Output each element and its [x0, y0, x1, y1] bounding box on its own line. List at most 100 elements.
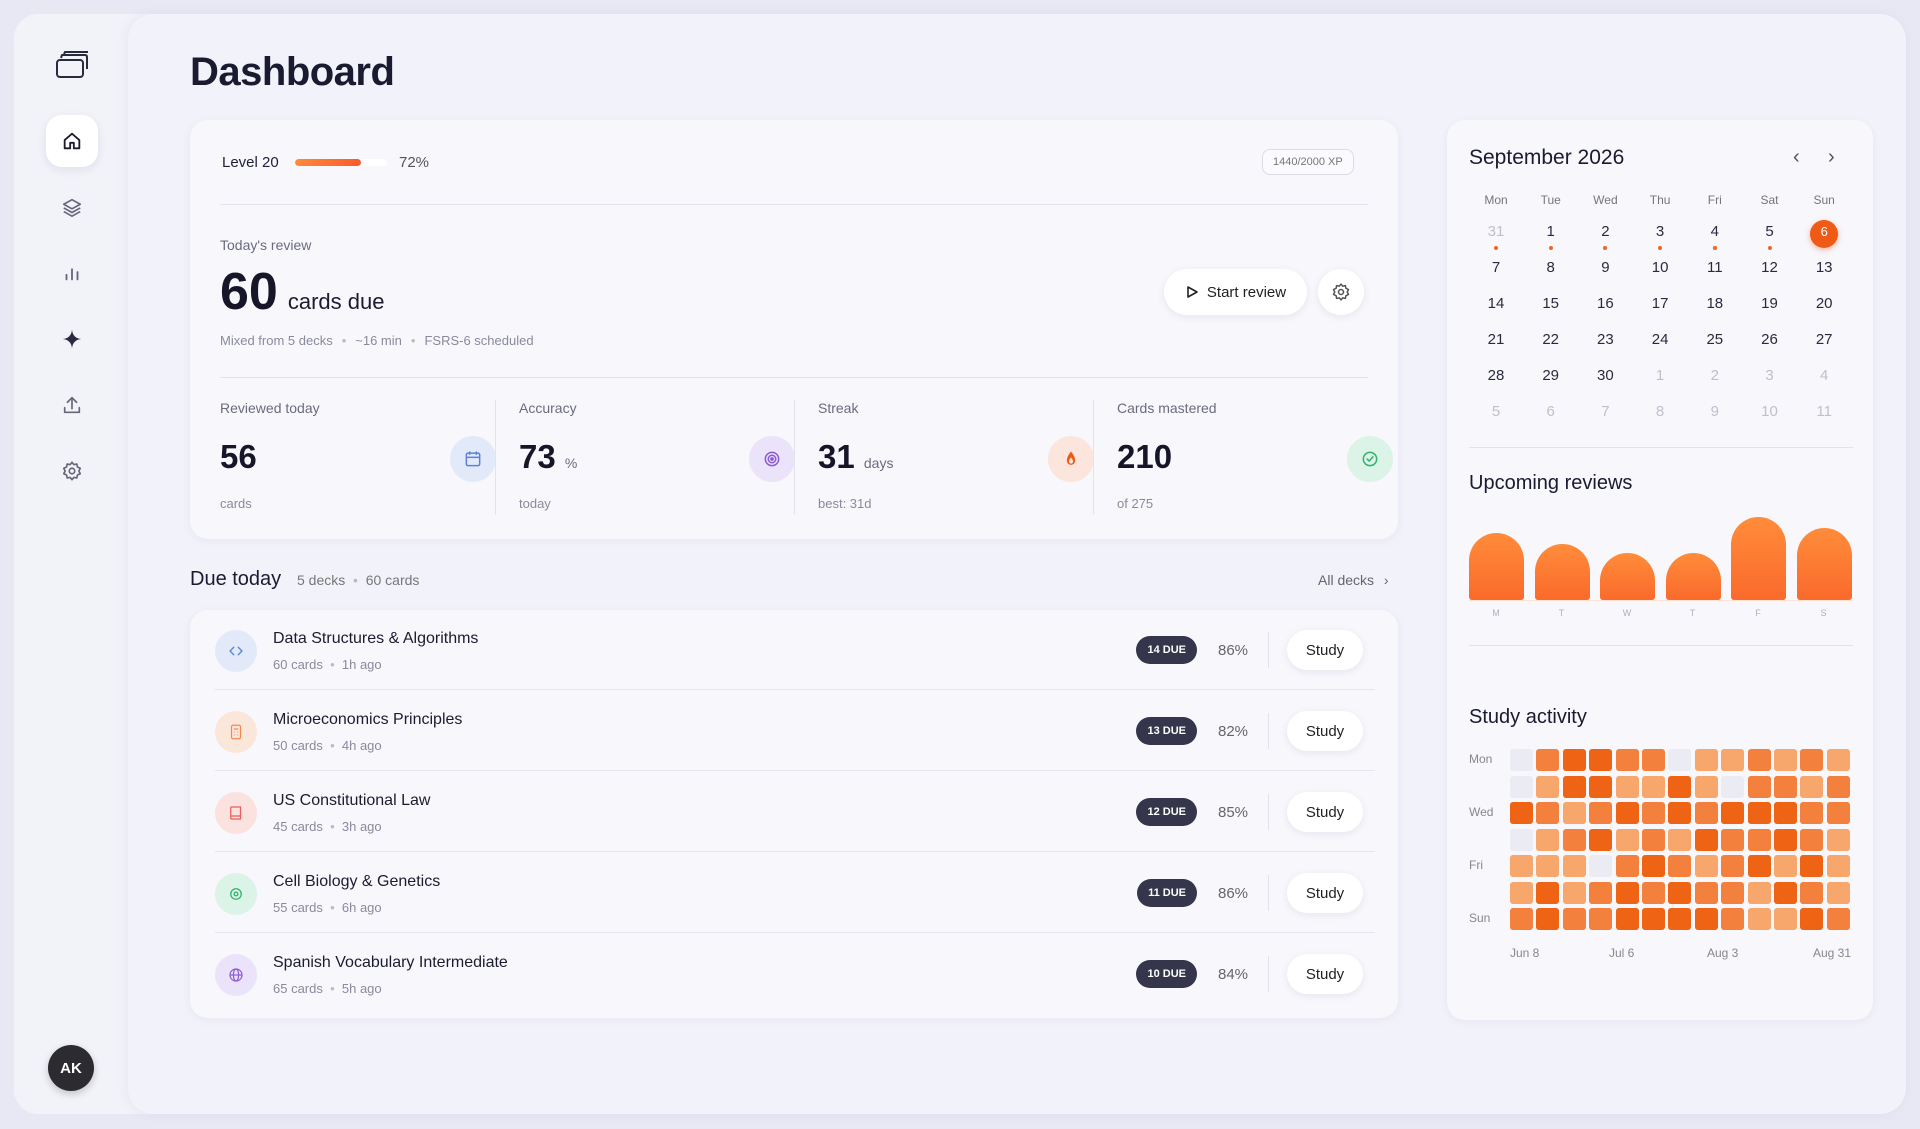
- activity-cell: [1694, 802, 1718, 824]
- review-meta: Mixed from 5 decks • ~16 min • FSRS-6 sche…: [220, 333, 534, 348]
- book-icon: [215, 792, 257, 834]
- calendar-day[interactable]: 24: [1651, 331, 1669, 348]
- study-button[interactable]: Study: [1287, 873, 1363, 913]
- review-settings-button[interactable]: [1318, 269, 1364, 315]
- start-review-button[interactable]: Start review: [1164, 269, 1307, 315]
- nav-ai[interactable]: [46, 313, 98, 365]
- meta-decks: Mixed from 5 decks: [220, 333, 333, 348]
- nav-import[interactable]: [46, 379, 98, 431]
- calendar-day[interactable]: 10: [1761, 403, 1778, 420]
- level-percent: 72%: [399, 154, 430, 171]
- calendar-day[interactable]: 6: [1820, 224, 1828, 239]
- study-button[interactable]: Study: [1287, 630, 1363, 670]
- nav-decks[interactable]: [46, 181, 98, 233]
- activity-cell: [1589, 908, 1613, 930]
- calendar-day[interactable]: 9: [1601, 259, 1610, 276]
- calendar-day[interactable]: 11: [1816, 403, 1832, 420]
- calendar-day[interactable]: 5: [1491, 403, 1501, 420]
- calendar-day[interactable]: 3: [1655, 223, 1665, 240]
- calendar-day[interactable]: 12: [1761, 259, 1778, 276]
- calendar-day[interactable]: 21: [1487, 331, 1505, 348]
- calendar-day[interactable]: 20: [1815, 295, 1833, 312]
- deck-row[interactable]: Cell Biology & Genetics 55 cards • 6h ago…: [215, 853, 1375, 933]
- activity-cell: [1668, 802, 1692, 824]
- separator: •: [322, 900, 342, 915]
- calendar-day[interactable]: 3: [1765, 367, 1774, 384]
- calendar-day[interactable]: 16: [1597, 295, 1614, 312]
- deck-row[interactable]: Microeconomics Principles 50 cards • 4h a…: [215, 691, 1375, 771]
- calendar-day[interactable]: 14: [1487, 295, 1505, 312]
- divider: [215, 770, 1375, 771]
- review-dot: [1548, 246, 1553, 250]
- calendar-day[interactable]: 17: [1651, 295, 1669, 312]
- calendar-day[interactable]: 31: [1487, 223, 1505, 240]
- study-button[interactable]: Study: [1287, 711, 1363, 751]
- calendar-day[interactable]: 23: [1597, 331, 1614, 348]
- activity-cell: [1747, 775, 1771, 798]
- calendar-day[interactable]: 2: [1601, 223, 1610, 240]
- calendar-day[interactable]: 7: [1491, 259, 1501, 276]
- deck-row[interactable]: US Constitutional Law 45 cards • 3h ago 12…: [215, 772, 1375, 852]
- activity-cell: [1721, 749, 1745, 771]
- calendar-day[interactable]: 4: [1820, 367, 1829, 384]
- divider: [220, 377, 1368, 378]
- calendar-day[interactable]: 29: [1542, 367, 1560, 384]
- calendar-day[interactable]: 11: [1707, 259, 1723, 276]
- chevron-right-icon: ›: [1383, 572, 1389, 588]
- calendar-day[interactable]: 19: [1761, 295, 1778, 312]
- calendar-day[interactable]: 2: [1710, 367, 1719, 384]
- deck-row[interactable]: Data Structures & Algorithms 60 cards • 1…: [215, 610, 1375, 690]
- calendar-day[interactable]: 1: [1546, 223, 1555, 240]
- activity-cell: [1615, 828, 1639, 851]
- prev-month-button[interactable]: ‹: [1793, 146, 1800, 169]
- activity-cell: [1747, 855, 1771, 877]
- start-review-label: Start review: [1206, 283, 1287, 301]
- calendar-day[interactable]: 1: [1655, 367, 1665, 384]
- logo-cards-icon[interactable]: [36, 44, 107, 86]
- stat-value: 210: [1117, 438, 1173, 475]
- calendar-day[interactable]: 18: [1706, 295, 1724, 312]
- calendar-day[interactable]: 7: [1601, 403, 1610, 420]
- activity-cell: [1510, 881, 1533, 904]
- calendar-day[interactable]: 25: [1706, 331, 1724, 348]
- deck-last-studied: 3h ago: [341, 819, 382, 834]
- calendar-day[interactable]: 4: [1710, 223, 1719, 240]
- activity-cell: [1536, 749, 1560, 771]
- calendar-day[interactable]: 30: [1597, 367, 1614, 384]
- stat-label: Streak: [818, 400, 859, 416]
- calendar-day[interactable]: 8: [1655, 403, 1665, 420]
- calendar-day[interactable]: 28: [1487, 367, 1505, 384]
- calendar-day[interactable]: 26: [1761, 331, 1778, 348]
- activity-cell: [1747, 828, 1771, 851]
- nav-home[interactable]: [46, 115, 98, 167]
- divider: [1268, 794, 1269, 830]
- calendar-day[interactable]: 5: [1765, 223, 1774, 240]
- calendar-day[interactable]: 6: [1546, 403, 1555, 420]
- calendar-day[interactable]: 15: [1542, 295, 1560, 312]
- activity-cell: [1668, 881, 1692, 904]
- deck-row[interactable]: Spanish Vocabulary Intermediate 65 cards …: [215, 934, 1375, 1014]
- avatar[interactable]: AK: [48, 1045, 94, 1091]
- calendar-day[interactable]: 13: [1815, 259, 1833, 276]
- calendar-day[interactable]: 27: [1815, 331, 1833, 348]
- deck-name: Spanish Vocabulary Intermediate: [273, 954, 508, 971]
- study-button[interactable]: Study: [1287, 792, 1363, 832]
- calendar-icon: [450, 436, 496, 482]
- upcoming-bar: [1731, 517, 1786, 600]
- stat-value: 56: [220, 438, 257, 475]
- calendar-day[interactable]: 8: [1546, 259, 1555, 276]
- divider: [794, 400, 795, 515]
- check-circle-icon: [1347, 436, 1393, 482]
- calendar-day[interactable]: 10: [1651, 259, 1669, 276]
- separator: •: [322, 738, 342, 753]
- activity-cell: [1694, 775, 1718, 798]
- calendar-day[interactable]: 9: [1710, 403, 1719, 420]
- study-button[interactable]: Study: [1287, 954, 1363, 994]
- all-decks-link[interactable]: All decks ›: [1318, 572, 1389, 588]
- next-month-button[interactable]: ›: [1828, 146, 1835, 169]
- calendar-day[interactable]: 22: [1542, 331, 1560, 348]
- nav-settings[interactable]: [46, 445, 98, 497]
- nav-stats[interactable]: [46, 247, 98, 299]
- activity-cell: [1642, 802, 1665, 824]
- activity-cell: [1774, 881, 1797, 904]
